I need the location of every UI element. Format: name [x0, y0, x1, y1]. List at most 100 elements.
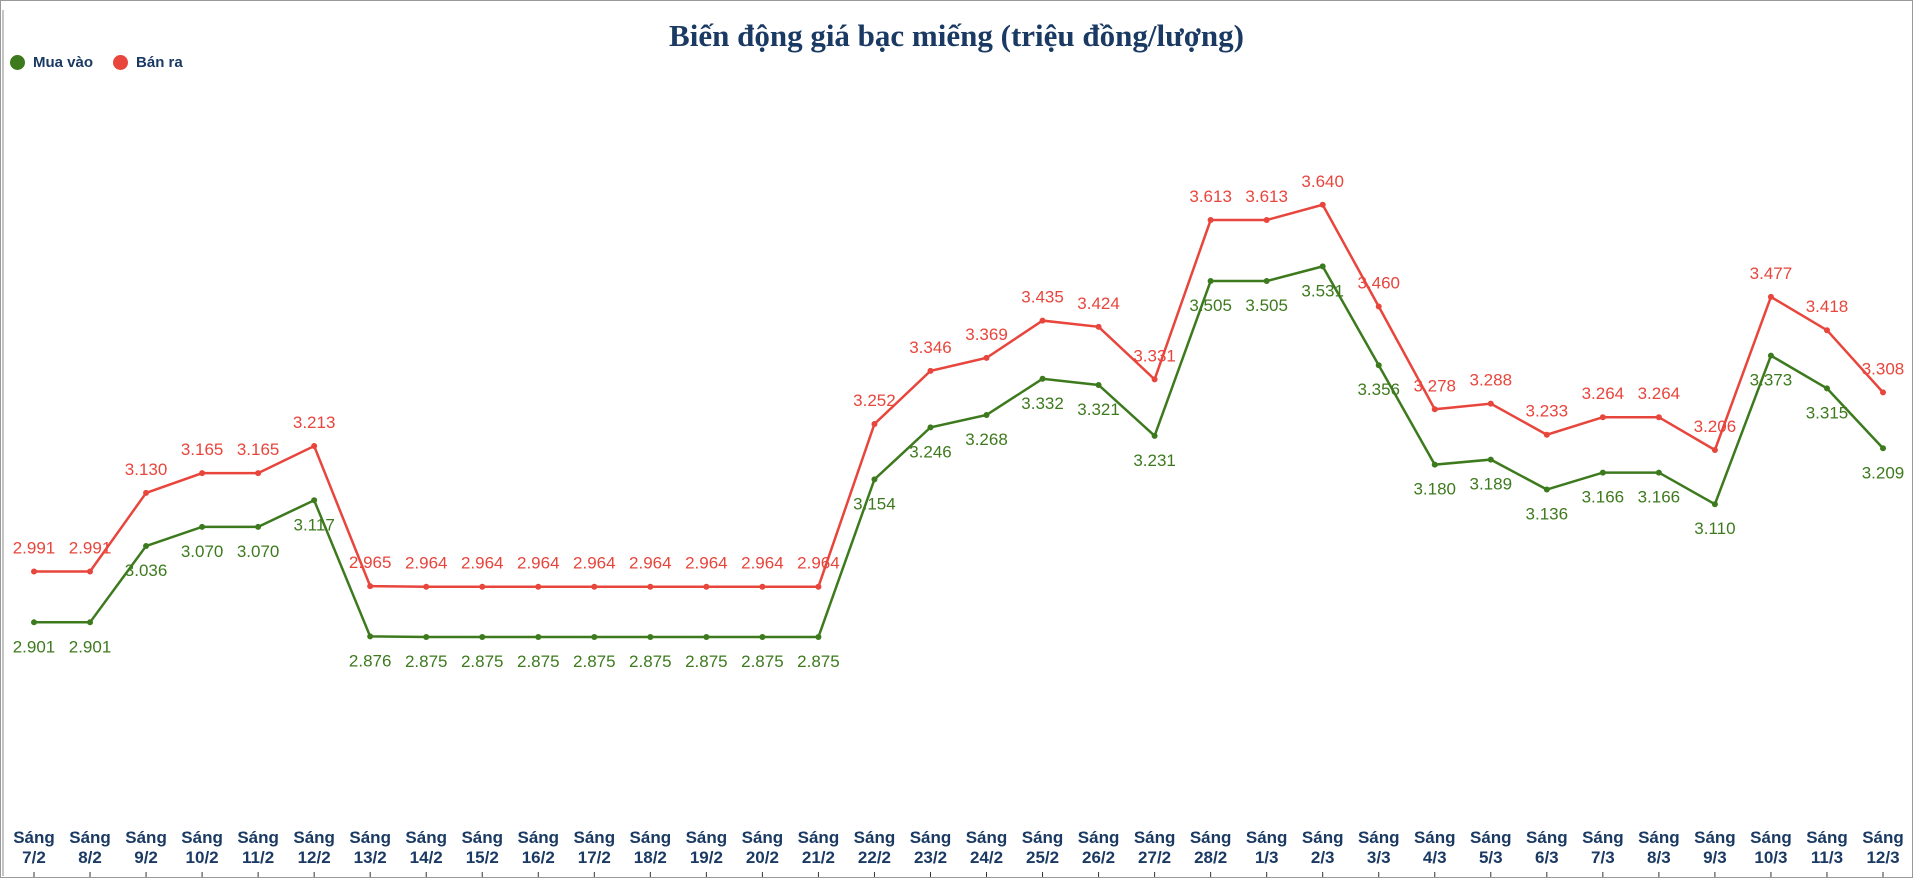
data-label: 3.233 [1526, 402, 1569, 421]
data-label: 3.165 [237, 440, 280, 459]
x-tick-label: Sáng 4/3 [1414, 828, 1456, 867]
x-tick-label: Sáng 9/2 [125, 828, 167, 867]
data-label: 3.288 [1470, 371, 1513, 390]
x-tick-label: Sáng 21/2 [798, 828, 840, 867]
x-tick-label: Sáng 14/2 [405, 828, 447, 867]
data-point [1823, 327, 1830, 334]
x-tick-label: Sáng 28/2 [1190, 828, 1232, 867]
data-label: 2.964 [573, 554, 616, 573]
data-label: 3.252 [853, 391, 896, 410]
data-point [255, 470, 262, 477]
data-point [591, 583, 598, 590]
data-label: 3.189 [1470, 475, 1513, 494]
data-point [1095, 382, 1102, 389]
data-point [1599, 414, 1606, 421]
data-label: 2.964 [629, 554, 672, 573]
data-label: 3.268 [965, 430, 1008, 449]
data-label: 3.165 [181, 440, 224, 459]
data-label: 3.070 [181, 542, 224, 561]
data-label: 3.264 [1582, 384, 1625, 403]
data-point [1599, 469, 1606, 476]
x-tick-label: Sáng 12/3 [1862, 828, 1904, 867]
series-line-sell [34, 203, 1884, 588]
data-point [87, 619, 94, 626]
data-point [647, 583, 654, 590]
legend-label-sell: Bán ra [136, 54, 183, 71]
data-label: 3.246 [909, 442, 952, 461]
data-point [1880, 389, 1886, 396]
data-label: 3.154 [853, 494, 896, 513]
data-label: 3.418 [1806, 297, 1849, 316]
data-point [535, 634, 542, 640]
data-point [255, 523, 262, 530]
data-label: 3.315 [1806, 403, 1849, 422]
data-label: 3.308 [1862, 359, 1905, 378]
data-point [1151, 432, 1158, 439]
data-label: 2.964 [461, 554, 504, 573]
data-point [423, 583, 430, 590]
data-label: 3.206 [1694, 417, 1737, 436]
data-label: 3.356 [1357, 380, 1400, 399]
data-point [367, 583, 374, 590]
data-point [87, 568, 94, 575]
data-label: 2.991 [13, 538, 56, 557]
data-point [311, 443, 318, 450]
legend-marker-buy [10, 55, 25, 70]
x-tick-label: Sáng 1/3 [1246, 828, 1288, 867]
x-tick-label: Sáng 18/2 [630, 828, 672, 867]
data-point [1375, 362, 1382, 369]
data-label: 3.321 [1077, 400, 1120, 419]
x-tick-label: Sáng 7/3 [1582, 828, 1624, 867]
legend-item-buy: Mua vào [10, 54, 93, 71]
data-label: 3.264 [1638, 384, 1681, 403]
data-label: 3.435 [1021, 288, 1064, 307]
data-label: 3.613 [1189, 187, 1232, 206]
data-point [647, 634, 654, 640]
data-point [1767, 293, 1774, 300]
data-label: 3.209 [1862, 463, 1905, 482]
data-point [1543, 486, 1550, 493]
data-point [1207, 278, 1214, 285]
x-tick-label: Sáng 2/3 [1302, 828, 1344, 867]
series-line-buy [34, 264, 1884, 639]
data-label: 3.136 [1526, 505, 1569, 524]
data-label: 2.964 [517, 554, 560, 573]
data-label: 3.369 [965, 325, 1008, 344]
data-label: 3.613 [1245, 187, 1288, 206]
data-label: 2.875 [685, 652, 728, 671]
data-point [1880, 445, 1886, 452]
data-label: 3.505 [1189, 296, 1232, 315]
data-label: 2.965 [349, 553, 392, 572]
data-point [815, 634, 822, 640]
data-label: 3.346 [909, 338, 952, 357]
data-label: 2.964 [685, 554, 728, 573]
x-tick-label: Sáng 9/3 [1694, 828, 1736, 867]
data-point [927, 424, 934, 431]
legend: Mua vào Bán ra [10, 54, 183, 71]
data-point [31, 619, 37, 626]
data-point [479, 634, 486, 640]
data-point [1711, 501, 1718, 508]
data-label: 3.213 [293, 413, 336, 432]
data-label: 3.036 [125, 561, 168, 580]
x-tick-label: Sáng 8/3 [1638, 828, 1680, 867]
x-tick-label: Sáng 6/3 [1526, 828, 1568, 867]
data-point [311, 497, 318, 504]
data-point [1823, 385, 1830, 392]
data-label: 3.640 [1301, 172, 1344, 191]
legend-marker-sell [113, 55, 129, 70]
data-label: 2.901 [13, 637, 56, 656]
data-point [1319, 263, 1326, 270]
data-point [983, 354, 990, 361]
x-tick-label: Sáng 23/2 [910, 828, 952, 867]
data-label: 3.130 [125, 460, 168, 479]
x-tick-label: Sáng 11/3 [1806, 828, 1848, 867]
data-point [1543, 431, 1550, 438]
data-point [1487, 400, 1494, 407]
x-tick-label: Sáng 24/2 [966, 828, 1008, 867]
data-label: 2.875 [797, 652, 840, 671]
data-point [1095, 323, 1102, 330]
data-label: 3.531 [1301, 281, 1344, 300]
data-point [759, 583, 766, 590]
data-point [703, 634, 710, 640]
